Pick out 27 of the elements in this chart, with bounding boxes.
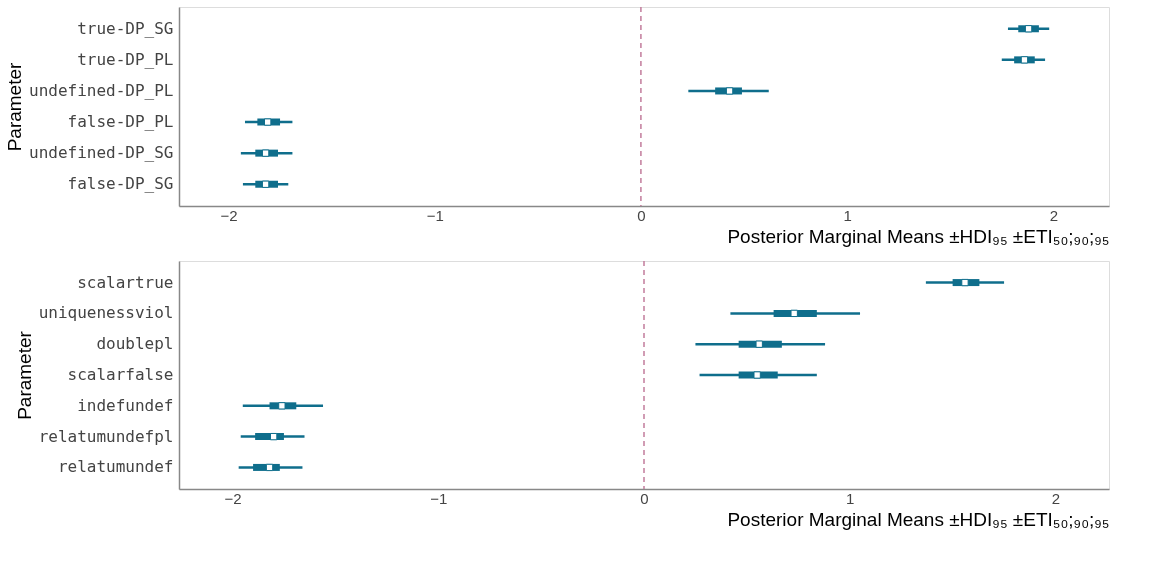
- x-tick-label: 2: [1049, 206, 1058, 224]
- x-tick-label: −1: [430, 489, 448, 507]
- x-tick-label: 2: [1051, 489, 1061, 507]
- y-tick-label: scalartrue: [77, 272, 174, 292]
- x-tick-label: −2: [220, 206, 238, 224]
- x-tick-label: −1: [426, 206, 444, 224]
- x-tick-label: 1: [843, 206, 852, 224]
- y-tick-label: doublepl: [96, 334, 174, 354]
- x-axis-title: Posterior Marginal Means ±HDI₉₅ ±ETI₅₀;₉₀;₉₅: [727, 508, 1110, 530]
- y-tick-label: undefined-DP_SG: [29, 143, 174, 163]
- y-tick-label: relatumundefpl: [38, 426, 174, 446]
- y-tick-label: false-DP_SG: [67, 174, 174, 194]
- y-axis-title: Parameter: [4, 61, 26, 152]
- x-tick-label: 1: [846, 489, 855, 507]
- y-tick-label: relatumundef: [57, 457, 174, 477]
- x-axis-title: Posterior Marginal Means ±HDI₉₅ ±ETI₅₀;₉₀;₉₅: [727, 225, 1110, 247]
- x-tick-label: 0: [637, 206, 646, 224]
- y-tick-label: true-DP_SG: [77, 18, 174, 38]
- y-tick-label: undefined-DP_PL: [29, 80, 174, 100]
- x-tick-label: −2: [224, 489, 242, 507]
- y-axis-title: Parameter: [13, 330, 35, 420]
- x-tick-label: 0: [640, 489, 649, 507]
- y-tick-label: scalarfalse: [67, 365, 174, 384]
- y-tick-label: indefundef: [77, 395, 174, 415]
- y-tick-label: uniquenessviol: [38, 303, 174, 323]
- y-tick-label: true-DP_PL: [77, 49, 174, 69]
- y-tick-label: false-DP_PL: [67, 112, 174, 132]
